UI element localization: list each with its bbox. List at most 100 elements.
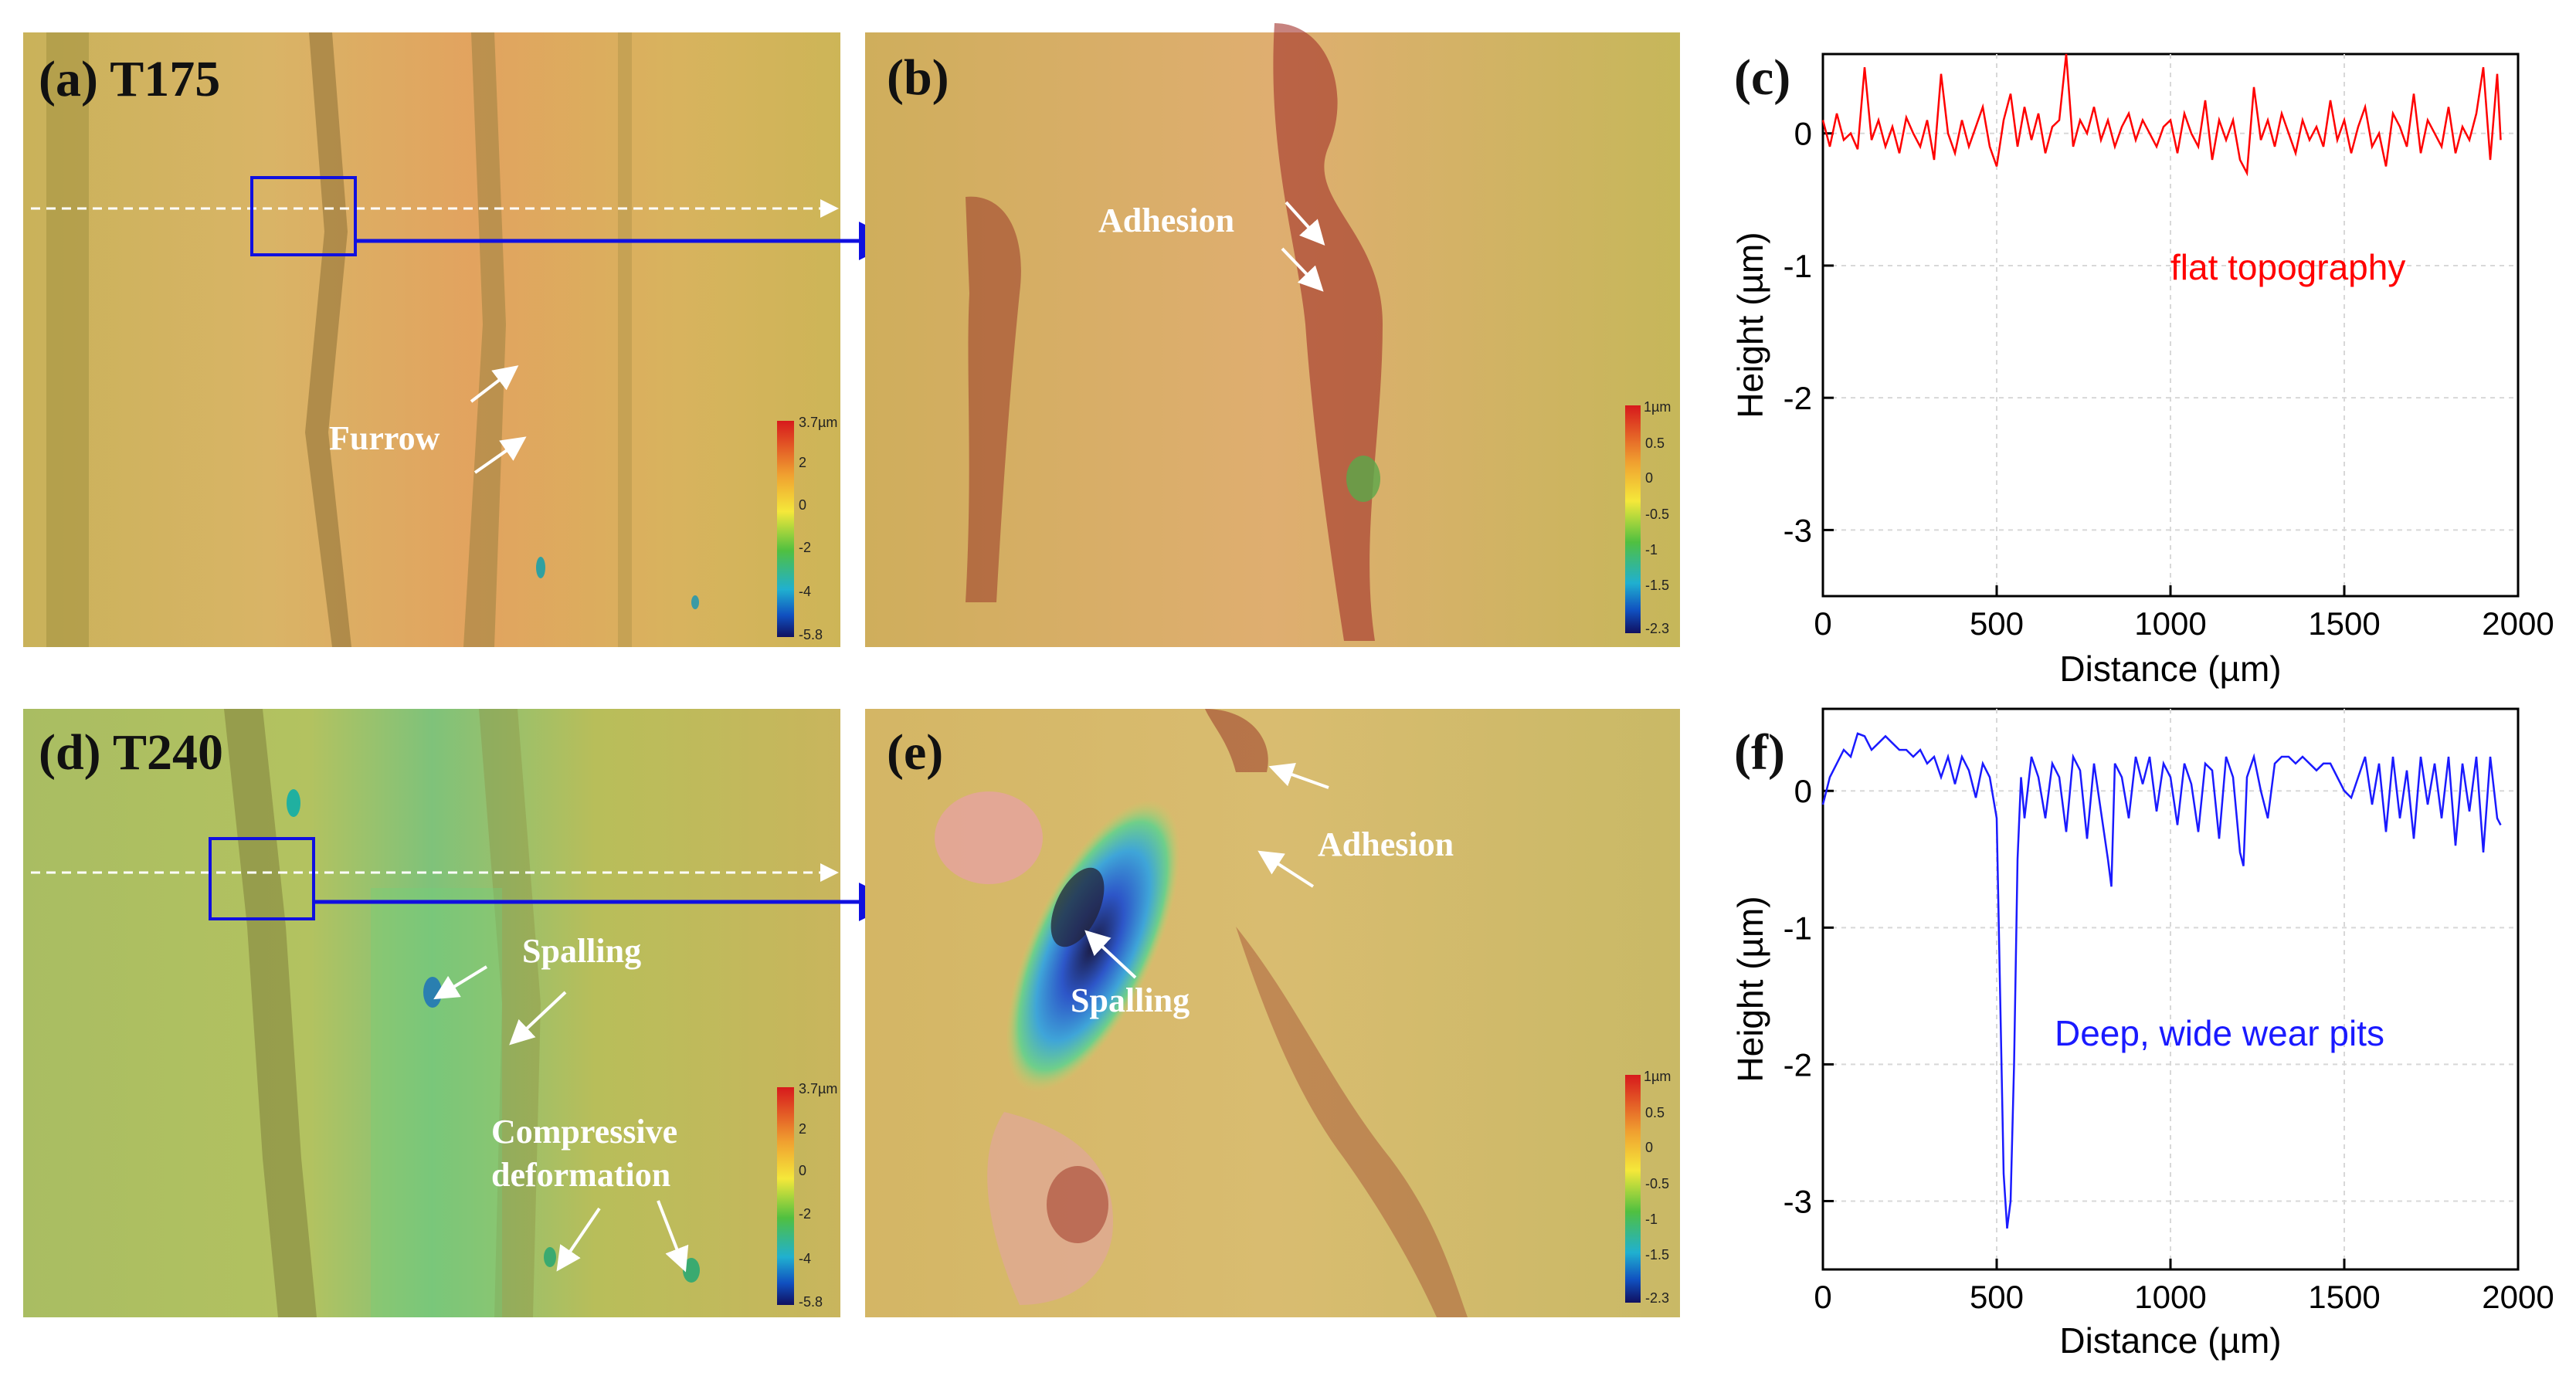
pit-spot xyxy=(287,789,300,817)
panel-e: (e) Adhesion Spalling 1µm 0.5 0 -0.5 -1 … xyxy=(865,709,1680,1317)
zoom-box xyxy=(209,837,315,920)
annotation-deformation: deformation xyxy=(491,1156,670,1194)
arrow xyxy=(473,436,527,474)
colorbar-label: 3.7µm xyxy=(799,415,837,430)
colorbar-label: 1µm xyxy=(1644,1069,1671,1084)
y-tick-label: -1 xyxy=(1784,248,1812,284)
arrow xyxy=(1281,247,1324,292)
arrow xyxy=(1268,763,1329,789)
annotation-furrow: Furrow xyxy=(329,419,440,457)
adhesion-region xyxy=(966,196,1021,602)
annotation-compressive: Compressive xyxy=(491,1113,677,1151)
x-tick-label: 500 xyxy=(1970,1279,2024,1315)
x-tick-label: 1500 xyxy=(2308,605,2380,642)
x-tick-label: 1500 xyxy=(2308,1279,2380,1315)
furrow-band xyxy=(224,709,317,1317)
chart-f-ticks: 0 500 1000 1500 2000 0 -1 -2 -3 xyxy=(1784,773,2554,1315)
chart-c-ticks: 0 500 1000 1500 2000 0 -1 -2 -3 xyxy=(1784,116,2554,642)
colorbar-label: -5.8 xyxy=(799,1294,823,1310)
arrow xyxy=(556,1207,601,1272)
pit-core xyxy=(1050,867,1105,947)
y-tick-label: -1 xyxy=(1784,910,1812,946)
adhesion-region xyxy=(1047,1166,1108,1243)
arrow xyxy=(1257,850,1315,888)
adhesion-region xyxy=(1236,927,1468,1317)
colorbar xyxy=(777,1087,794,1305)
colorbar-label: -5.8 xyxy=(799,627,823,642)
low-region xyxy=(371,888,502,1317)
x-tick-label: 0 xyxy=(1814,1279,1831,1315)
furrow-band xyxy=(305,32,351,647)
annotation-spalling: Spalling xyxy=(1071,981,1190,1019)
colorbar-label: -1 xyxy=(1645,1212,1658,1227)
annotation-adhesion: Adhesion xyxy=(1318,825,1454,863)
furrow-band xyxy=(463,32,506,647)
pit-spot xyxy=(423,977,442,1008)
chart-c-grid xyxy=(1823,54,2518,596)
arrow xyxy=(509,991,567,1046)
x-tick-label: 1000 xyxy=(2134,605,2206,642)
y-tick-label: -2 xyxy=(1784,1046,1812,1083)
arrow xyxy=(433,965,488,1000)
colorbar xyxy=(1625,405,1641,633)
colorbar xyxy=(1625,1075,1641,1303)
colorbar-label: -1 xyxy=(1645,542,1658,558)
panel-d-label: (d) T240 xyxy=(39,724,223,781)
panel-e-label: (e) xyxy=(887,724,943,781)
colorbar-label: -4 xyxy=(799,1251,811,1266)
chart-c-panel-label: (c) xyxy=(1734,49,1790,106)
chart-c-series-line xyxy=(1821,53,2502,177)
panel-d: (d) T240 Spalling Compressive deformatio… xyxy=(23,709,840,1317)
x-tick-label: 2000 xyxy=(2482,1279,2554,1315)
raised-region xyxy=(935,791,1043,884)
colorbar-label: 2 xyxy=(799,455,806,470)
panel-a: (a) T175 Furrow 3.7µm 2 0 -2 -4 -5.8 xyxy=(23,32,840,647)
panel-a-label: (a) T175 xyxy=(39,51,220,107)
colorbar-label: -2 xyxy=(799,540,811,555)
y-tick-label: 0 xyxy=(1794,116,1812,152)
furrow-band xyxy=(46,32,89,647)
panel-b: (b) Adhesion 1µm 0.5 0 -0.5 -1 -1.5 -2.3 xyxy=(865,23,1680,647)
chart-f-xlabel: Distance (µm) xyxy=(2059,1320,2281,1361)
low-spot xyxy=(1346,456,1380,502)
zoom-box xyxy=(250,176,357,256)
colorbar-label: -1.5 xyxy=(1645,578,1669,593)
arrow xyxy=(1285,201,1325,246)
colorbar-label: -2 xyxy=(799,1206,811,1222)
y-tick-label: -3 xyxy=(1784,512,1812,548)
colorbar-label: 2 xyxy=(799,1121,806,1137)
y-tick-label: -3 xyxy=(1784,1183,1812,1219)
furrow-band xyxy=(618,32,632,647)
pit-spot xyxy=(691,595,699,609)
colorbar-label: -1.5 xyxy=(1645,1247,1669,1263)
colorbar-label: 0 xyxy=(799,1163,806,1178)
y-tick-label: -2 xyxy=(1784,380,1812,416)
colorbar-label: -0.5 xyxy=(1645,507,1669,522)
arrow xyxy=(470,365,519,403)
colorbar-label: 0 xyxy=(1645,470,1653,486)
x-tick-label: 500 xyxy=(1970,605,2024,642)
panel-b-label: (b) xyxy=(887,49,949,106)
pit-spot xyxy=(683,1258,700,1283)
chart-f-series-line xyxy=(1821,732,2502,1229)
colorbar-label: -2.3 xyxy=(1645,621,1669,636)
colorbar-label: 3.7µm xyxy=(799,1081,837,1096)
panel-a-map xyxy=(23,32,840,647)
panel-d-map xyxy=(23,709,840,1317)
chart-c-annotation: flat topography xyxy=(2170,247,2405,287)
colorbar-label: -0.5 xyxy=(1645,1176,1669,1191)
x-tick-label: 1000 xyxy=(2134,1279,2206,1315)
colorbar-label: -4 xyxy=(799,584,811,599)
annotation-adhesion: Adhesion xyxy=(1098,202,1234,239)
chart-c-xlabel: Distance (µm) xyxy=(2059,649,2281,689)
arrow xyxy=(1084,930,1137,979)
chart-f-panel-label: (f) xyxy=(1734,724,1785,781)
colorbar-label: 0.5 xyxy=(1645,436,1665,451)
chart-c: 0 500 1000 1500 2000 0 -1 -2 -3 (c) flat topogra… xyxy=(1730,49,2554,689)
chart-f-grid xyxy=(1823,709,2518,1269)
x-tick-label: 0 xyxy=(1814,605,1831,642)
colorbar xyxy=(777,421,794,637)
colorbar-label: -2.3 xyxy=(1645,1290,1669,1306)
pit-spot xyxy=(536,557,545,578)
